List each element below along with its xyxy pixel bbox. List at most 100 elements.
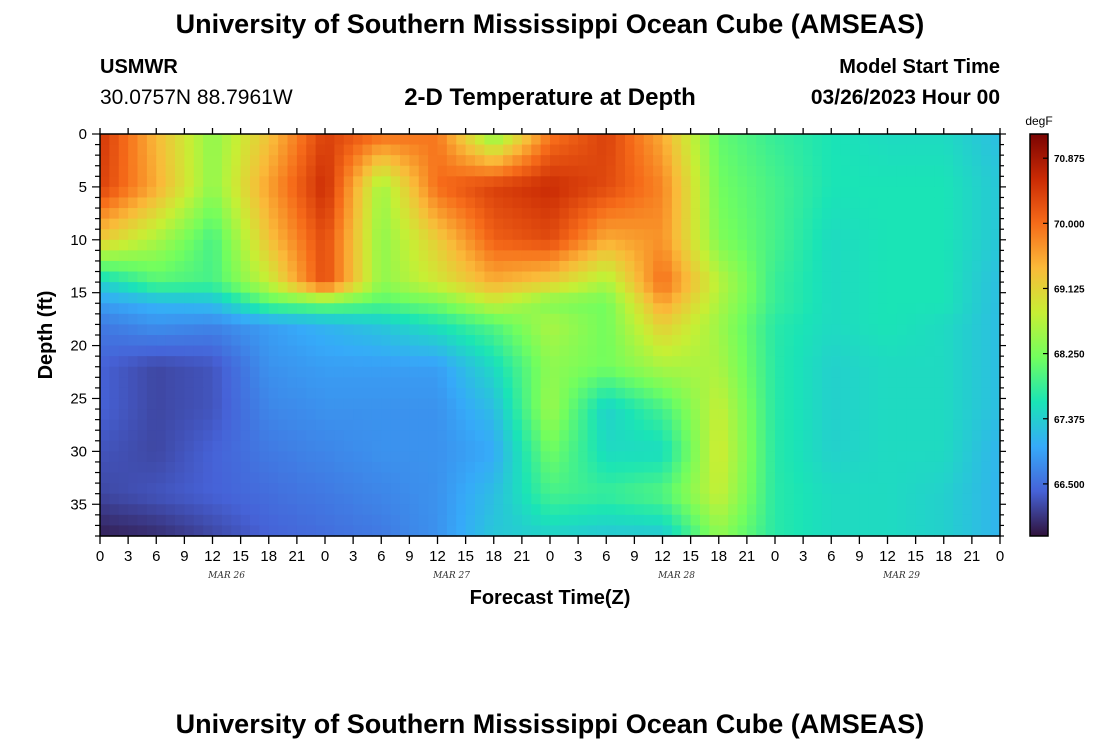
- heatmap-cell: [296, 409, 307, 421]
- heatmap-cell: [859, 461, 870, 474]
- heatmap-cell: [146, 472, 157, 484]
- heatmap-cell: [981, 144, 992, 156]
- heatmap-cell: [915, 292, 926, 304]
- heatmap-cell: [325, 514, 335, 527]
- heatmap-cell: [278, 208, 289, 220]
- heatmap-cell: [325, 483, 335, 495]
- heatmap-cell: [146, 398, 157, 410]
- heatmap-cell: [118, 345, 129, 357]
- heatmap-cell: [193, 197, 204, 209]
- heatmap-cell: [559, 472, 570, 484]
- heatmap-cell: [493, 504, 504, 516]
- heatmap-cell: [231, 377, 242, 389]
- heatmap-cell: [793, 208, 804, 220]
- heatmap-cell: [100, 144, 110, 156]
- heatmap-cell: [643, 419, 654, 431]
- heatmap-cell: [306, 239, 317, 251]
- heatmap-cell: [268, 514, 279, 527]
- heatmap-cell: [615, 398, 626, 410]
- heatmap-cell: [981, 356, 992, 368]
- heatmap-cell: [896, 366, 907, 378]
- heatmap-cell: [887, 324, 898, 336]
- heatmap-cell: [353, 525, 364, 537]
- heatmap-cell: [990, 186, 1001, 199]
- heatmap-cell: [137, 144, 148, 156]
- heatmap-cell: [503, 239, 514, 251]
- x-tick-label: 15: [232, 548, 249, 565]
- heatmap-cell: [681, 313, 692, 326]
- heatmap-cell: [212, 176, 223, 188]
- heatmap-cell: [437, 430, 448, 442]
- heatmap-cell: [793, 356, 804, 368]
- heatmap-cell: [268, 239, 279, 251]
- heatmap-cell: [446, 461, 457, 474]
- heatmap-cell: [681, 419, 692, 431]
- heatmap-cell: [793, 250, 804, 262]
- heatmap-cell: [118, 313, 129, 326]
- heatmap-cell: [925, 461, 935, 474]
- heatmap-cell: [662, 419, 673, 431]
- heatmap-cell: [456, 313, 467, 326]
- heatmap-cell: [100, 461, 110, 474]
- heatmap-cell: [221, 260, 232, 273]
- heatmap-cell: [878, 472, 889, 484]
- heatmap-cell: [259, 493, 270, 505]
- heatmap-cell: [587, 144, 598, 156]
- heatmap-cell: [831, 165, 842, 177]
- heatmap-cell: [231, 218, 242, 230]
- heatmap-cell: [212, 493, 223, 505]
- heatmap-cell: [475, 186, 485, 199]
- heatmap-cell: [981, 303, 992, 315]
- heatmap-cell: [887, 419, 898, 431]
- heatmap-cell: [240, 514, 251, 527]
- heatmap-cell: [315, 144, 326, 156]
- heatmap-cell: [540, 504, 551, 516]
- heatmap-cell: [278, 366, 289, 378]
- heatmap-cell: [981, 313, 992, 326]
- heatmap-cell: [643, 366, 654, 378]
- heatmap-cell: [615, 335, 626, 347]
- heatmap-cell: [175, 239, 185, 251]
- heatmap-cell: [943, 313, 954, 326]
- heatmap-cell: [212, 419, 223, 431]
- heatmap-cell: [137, 208, 148, 220]
- heatmap-cell: [409, 165, 420, 177]
- heatmap-cell: [812, 345, 823, 357]
- heatmap-cell: [390, 324, 401, 336]
- heatmap-cell: [643, 335, 654, 347]
- heatmap-cell: [690, 504, 701, 516]
- heatmap-cell: [596, 282, 607, 294]
- heatmap-cell: [962, 525, 973, 537]
- heatmap-cell: [700, 493, 710, 505]
- heatmap-cell: [409, 356, 420, 368]
- heatmap-cell: [746, 250, 757, 262]
- heatmap-cell: [193, 440, 204, 452]
- heatmap-cell: [156, 303, 167, 315]
- heatmap-cell: [184, 419, 195, 431]
- heatmap-cell: [765, 282, 776, 294]
- heatmap-cell: [531, 504, 542, 516]
- heatmap-cell: [493, 451, 504, 463]
- heatmap-cell: [737, 239, 748, 251]
- heatmap-cell: [643, 324, 654, 336]
- heatmap-cell: [381, 229, 392, 241]
- heatmap-cell: [512, 282, 523, 294]
- heatmap-cell: [137, 313, 148, 326]
- heatmap-cell: [193, 186, 204, 199]
- heatmap-cell: [634, 282, 645, 294]
- heatmap-cell: [493, 398, 504, 410]
- heatmap-cell: [512, 440, 523, 452]
- heatmap-cell: [156, 260, 167, 273]
- heatmap-cell: [653, 493, 664, 505]
- heatmap-cell: [821, 260, 832, 273]
- heatmap-cell: [446, 409, 457, 421]
- heatmap-cell: [268, 419, 279, 431]
- heatmap-cell: [784, 271, 795, 283]
- heatmap-cell: [484, 292, 495, 304]
- heatmap-cell: [803, 345, 814, 357]
- heatmap-cell: [184, 176, 195, 188]
- heatmap-cell: [868, 229, 879, 241]
- heatmap-cell: [915, 398, 926, 410]
- heatmap-cell: [615, 419, 626, 431]
- heatmap-cell: [437, 440, 448, 452]
